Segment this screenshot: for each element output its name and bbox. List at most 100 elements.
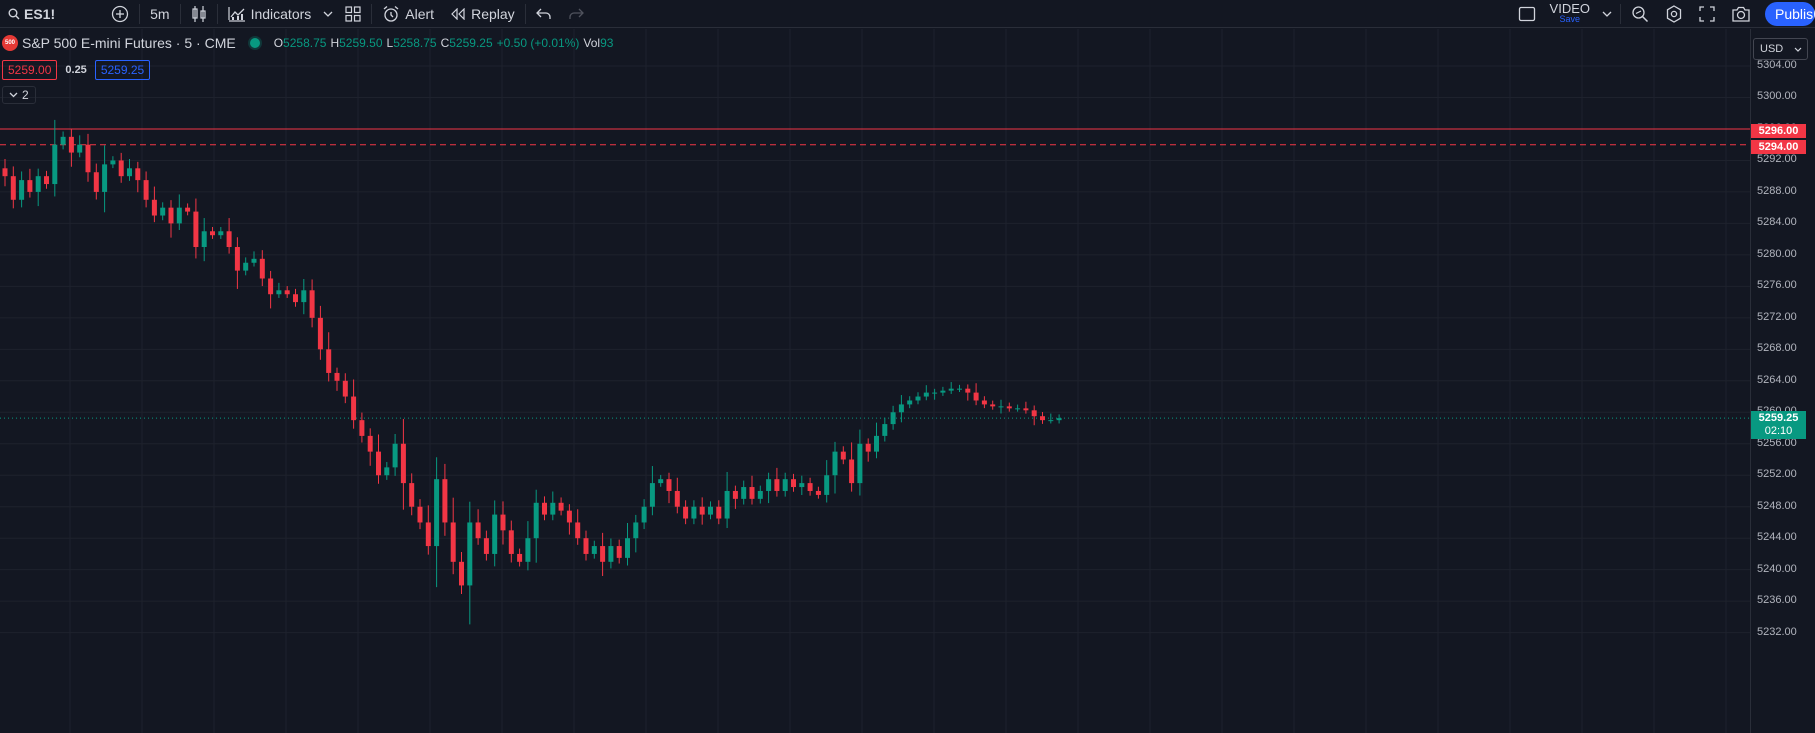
candle-body: [533, 502, 539, 539]
candle-body: [293, 294, 298, 303]
candle-body: [243, 262, 249, 271]
price-axis-tick-label: 5248.00: [1757, 499, 1797, 512]
indicators-collapse-button[interactable]: 2: [2, 86, 36, 104]
snapshot-button[interactable]: [1723, 0, 1759, 28]
candle-body: [276, 290, 282, 295]
line-price-tag-dashed: 5294.00: [1751, 140, 1806, 154]
price-chart[interactable]: [0, 29, 1750, 733]
candle-body: [932, 392, 938, 394]
candle-body: [2, 168, 8, 177]
candle-body: [210, 231, 215, 236]
currency-select[interactable]: USD: [1753, 38, 1808, 60]
candle-body: [907, 400, 913, 405]
candle-body: [77, 144, 83, 153]
high-key: H: [330, 36, 340, 50]
publish-button[interactable]: Publish: [1765, 2, 1815, 26]
layout-select-button[interactable]: [1510, 0, 1544, 28]
gear-icon: [1666, 5, 1682, 23]
alert-label: Alert: [405, 5, 435, 22]
candle-body: [990, 404, 996, 407]
candle-body: [965, 388, 971, 393]
redo-button[interactable]: [560, 0, 592, 28]
buy-price-button[interactable]: 5259.25: [94, 60, 151, 80]
save-dropdown[interactable]: [1596, 0, 1618, 28]
camera-icon: [1732, 6, 1750, 22]
layouts-button[interactable]: [337, 0, 369, 28]
candle-body: [840, 451, 846, 460]
symbol-search[interactable]: ES1!: [0, 0, 63, 28]
market-open-indicator: [249, 38, 260, 48]
candle-body: [317, 317, 323, 350]
candle-body: [957, 388, 962, 390]
open-key: O: [273, 36, 284, 50]
toolbar-divider: [524, 3, 526, 24]
candle-body: [741, 487, 747, 499]
candle-body: [60, 136, 66, 145]
candle-body: [998, 406, 1004, 408]
candle-body: [118, 160, 124, 177]
indicators-label: Indicators: [250, 5, 312, 22]
ohlc-values: O 5258.75 H 5259.50 L 5258.75 C 5259.25 +0.5…: [274, 36, 618, 50]
price-axis[interactable]: USD 5304.00 5300.00 5296.00 5292.00 5288.00 5…: [1750, 29, 1815, 733]
candle-body: [890, 412, 896, 425]
sell-price-button[interactable]: 5259.00: [2, 60, 58, 80]
toolbar-right: VIDEO Save Publish: [1510, 0, 1815, 28]
price-axis-tick-label: 5304.00: [1757, 59, 1797, 71]
indicators-count: 2: [22, 88, 29, 102]
candle-body: [898, 404, 904, 413]
undo-button[interactable]: [528, 0, 560, 28]
low-key: L: [386, 36, 394, 50]
low-value: 5258.75: [393, 36, 437, 50]
line-price-tag-solid: 5296.00: [1751, 124, 1806, 138]
series-legend: 500 S&P 500 E-mini Futures · 5 · CME O 52…: [2, 35, 617, 51]
quick-search-button[interactable]: [1623, 0, 1657, 28]
candle-body: [93, 172, 99, 192]
chart-pane[interactable]: 500 S&P 500 E-mini Futures · 5 · CME O 52…: [0, 29, 1750, 733]
candle-body: [392, 443, 398, 468]
candle-body: [334, 372, 340, 381]
video-save-label: Save: [1559, 14, 1581, 24]
square-icon: [1518, 6, 1535, 22]
candle-body: [600, 546, 606, 562]
series-title[interactable]: S&P 500 E-mini Futures · 5 · CME: [22, 35, 236, 51]
candle-body: [10, 176, 16, 200]
candle-body: [732, 490, 738, 499]
candle-body: [849, 459, 855, 484]
candle-body: [234, 247, 240, 271]
candle-body: [683, 506, 689, 519]
price-axis-tick-label: 5240.00: [1757, 562, 1797, 575]
video-save-button[interactable]: VIDEO Save: [1550, 2, 1590, 25]
candle-body: [649, 483, 655, 507]
price-axis-tick-label: 5252.00: [1757, 468, 1797, 481]
settings-button[interactable]: [1657, 0, 1691, 28]
candle-body: [367, 435, 373, 452]
fullscreen-button[interactable]: [1691, 0, 1723, 28]
toolbar-divider: [1620, 4, 1621, 24]
candle-body: [425, 522, 431, 547]
candle-body: [226, 231, 232, 248]
compare-add-button[interactable]: [103, 0, 137, 28]
indicators-dropdown[interactable]: [319, 0, 337, 28]
indicators-button[interactable]: Indicators: [220, 0, 320, 28]
candle-body: [699, 506, 705, 515]
candle-body: [1031, 410, 1037, 417]
alert-button[interactable]: Alert: [374, 0, 442, 28]
candle-body: [35, 176, 41, 192]
change-value: +0.50 (+0.01%): [496, 36, 580, 50]
chevron-down-icon: [323, 11, 333, 17]
candle-body: [1048, 420, 1054, 422]
candle-body: [948, 388, 954, 391]
replay-button[interactable]: Replay: [442, 0, 523, 28]
candle-body: [923, 392, 929, 397]
candles-icon: [191, 5, 206, 22]
candle-body: [882, 424, 888, 436]
candle-body: [525, 538, 531, 562]
chart-type-button[interactable]: [183, 0, 215, 28]
price-axis-tick-label: 5256.00: [1757, 436, 1797, 449]
last-price-value: 5259.25: [1758, 412, 1799, 424]
interval-button[interactable]: 5m: [150, 5, 170, 22]
candle-body: [674, 490, 680, 507]
grid-icon: [345, 5, 361, 22]
candle-body: [301, 290, 307, 303]
candle-body: [342, 380, 348, 397]
